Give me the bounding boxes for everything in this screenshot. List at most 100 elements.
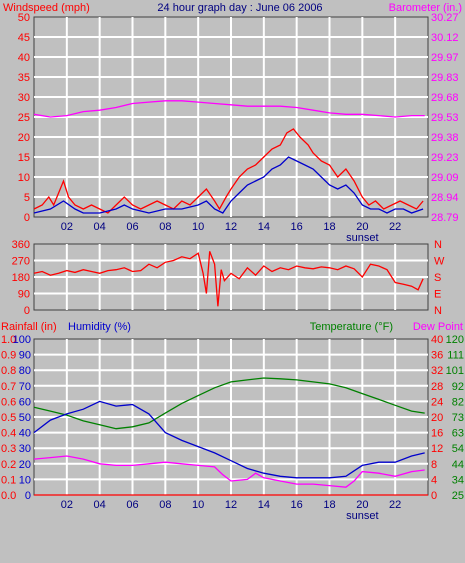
humidity-tick-label: 0 — [25, 490, 31, 502]
dew_point-line — [33, 455, 425, 488]
x-tick-label: 10 — [192, 221, 204, 233]
windspeed-axis-label: Windspeed (mph) — [3, 2, 90, 14]
x-tick-label: 14 — [258, 499, 270, 511]
rainfall-tick-label: 0.1 — [1, 474, 16, 486]
windspeed-tick-label: 20 — [18, 132, 30, 144]
dewpoint-tick-label: 111 — [447, 350, 464, 362]
windspeed-tick-label: 30 — [18, 92, 30, 104]
humidity-tick-label: 60 — [19, 396, 31, 408]
humidity-tick-label: 70 — [19, 381, 31, 393]
dewpoint-tick-label: 54 — [452, 443, 464, 455]
barometer-tick-label: 29.97 — [431, 52, 459, 64]
barometer-tick-label: 29.38 — [431, 132, 459, 144]
dewpoint-tick-label: 92 — [452, 381, 464, 393]
rainfall-tick-label: 0.2 — [1, 459, 16, 471]
direction-tick-label: 180 — [12, 272, 30, 284]
windspeed-tick-label: 40 — [18, 52, 30, 64]
humidity-tick-label: 10 — [19, 474, 31, 486]
temperature-tick-label: 36 — [431, 350, 443, 362]
wind_gust-line — [33, 128, 424, 214]
temperature-tick-label: 20 — [431, 412, 443, 424]
windspeed-tick-label: 5 — [24, 192, 30, 204]
rainfall-tick-label: 0.9 — [1, 350, 16, 362]
x-tick-label: 12 — [225, 499, 237, 511]
barometer-tick-label: 29.83 — [431, 72, 459, 84]
rainfall-tick-label: 1.0 — [1, 334, 16, 346]
windspeed-tick-label: 45 — [18, 32, 30, 44]
temperature-tick-label: 12 — [431, 443, 443, 455]
barometer-tick-label: 28.79 — [431, 212, 459, 224]
humidity-tick-label: 20 — [19, 459, 31, 471]
temperature-tick-label: 8 — [431, 459, 437, 471]
direction-tick-label: 270 — [12, 256, 30, 268]
temperature-tick-label: 32 — [431, 365, 443, 377]
barometer-axis-label: Barometer (in.) — [389, 2, 462, 14]
dewpoint-axis-label: Dew Point — [413, 321, 463, 333]
temperature-tick-label: 24 — [431, 396, 443, 408]
temperature-tick-label: 28 — [431, 381, 443, 393]
compass-tick-label: E — [434, 289, 441, 301]
humidity-tick-label: 30 — [19, 443, 31, 455]
x-tick-label: 18 — [323, 499, 335, 511]
barometer-tick-label: 29.53 — [431, 112, 459, 124]
dewpoint-tick-label: 34 — [452, 474, 464, 486]
dewpoint-tick-label: 73 — [452, 412, 464, 424]
sunset-label: sunset — [346, 510, 378, 522]
direction-tick-label: 0 — [24, 305, 30, 317]
rainfall-tick-label: 0.0 — [1, 490, 16, 502]
rainfall-axis-label: Rainfall (in) — [1, 321, 57, 333]
chart-title: 24 hour graph day : June 06 2006 — [157, 2, 322, 14]
x-tick-label: 14 — [258, 221, 270, 233]
dewpoint-tick-label: 44 — [452, 459, 464, 471]
temperature-line — [33, 377, 425, 430]
x-tick-label: 02 — [61, 499, 73, 511]
barometer-tick-label: 30.12 — [431, 32, 459, 44]
humidity-tick-label: 80 — [19, 365, 31, 377]
x-tick-label: 04 — [94, 221, 106, 233]
barometer-tick-label: 29.09 — [431, 172, 459, 184]
compass-tick-label: N — [434, 239, 442, 251]
wind_dir-line — [33, 251, 424, 307]
x-tick-label: 08 — [159, 499, 171, 511]
x-tick-label: 02 — [61, 221, 73, 233]
dewpoint-tick-label: 120 — [446, 334, 464, 346]
sunset-label: sunset — [346, 232, 378, 244]
dewpoint-tick-label: 63 — [452, 428, 464, 440]
humidity-tick-label: 50 — [19, 412, 31, 424]
x-tick-label: 22 — [389, 499, 401, 511]
temperature-axis-label: Temperature (°F) — [310, 321, 393, 333]
windspeed-tick-label: 0 — [24, 212, 30, 224]
rainfall-tick-label: 0.6 — [1, 396, 16, 408]
x-tick-label: 20 — [356, 499, 368, 511]
rain-humidity-temp-panel: 0.0 0 0 250.1 10 4 340.2 20 8 440.3 30 12 540.4 40 16 6… — [1, 334, 464, 522]
temperature-tick-label: 4 — [431, 474, 437, 486]
humidity-tick-label: 100 — [13, 334, 31, 346]
barometer-tick-label: 29.68 — [431, 92, 459, 104]
compass-tick-label: N — [434, 305, 442, 317]
windspeed-tick-label: 15 — [18, 152, 30, 164]
wind-barometer-panel: 0 5 10 15 20 25 30 35 40 45 50 28.79 28.94 29.09 29.23… — [18, 12, 459, 244]
barometer-tick-label: 28.94 — [431, 192, 459, 204]
barometer-tick-label: 30.27 — [431, 12, 459, 24]
x-tick-label: 10 — [192, 499, 204, 511]
x-tick-label: 16 — [291, 499, 303, 511]
direction-tick-label: 360 — [12, 239, 30, 251]
dewpoint-tick-label: 101 — [446, 365, 464, 377]
chart-labels: 24 hour graph day : June 06 2006 Windspe… — [1, 2, 463, 333]
humidity-tick-label: 40 — [19, 428, 31, 440]
rainfall-tick-label: 0.3 — [1, 443, 16, 455]
x-tick-label: 22 — [389, 221, 401, 233]
dewpoint-tick-label: 82 — [452, 396, 464, 408]
rainfall-tick-label: 0.5 — [1, 412, 16, 424]
windspeed-tick-label: 35 — [18, 72, 30, 84]
x-tick-label: 08 — [159, 221, 171, 233]
wind_avg-line — [33, 156, 424, 214]
x-tick-label: 04 — [94, 499, 106, 511]
barometer-line — [33, 100, 425, 118]
barometer-tick-label: 29.23 — [431, 152, 459, 164]
windspeed-tick-label: 50 — [18, 12, 30, 24]
dewpoint-tick-label: 25 — [452, 490, 464, 502]
x-tick-label: 16 — [291, 221, 303, 233]
